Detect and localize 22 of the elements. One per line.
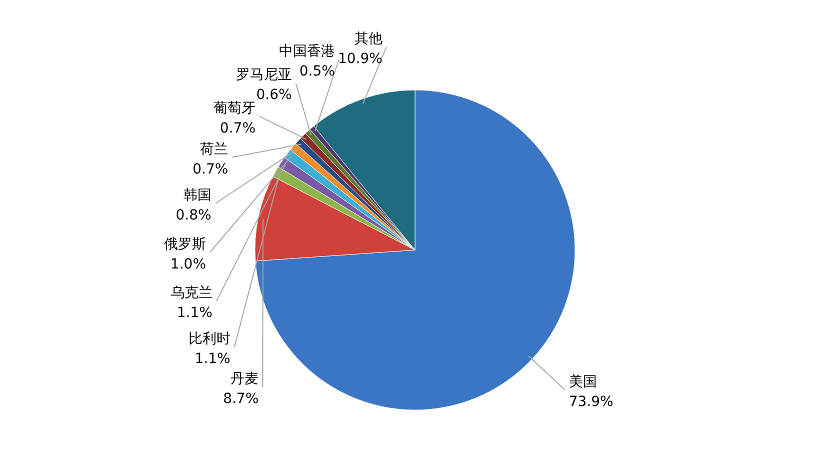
slice-label: 丹麦 bbox=[230, 371, 259, 388]
slice-label: 美国 bbox=[568, 374, 597, 390]
slice-label: 其他 bbox=[354, 30, 382, 47]
slice-label: 罗马尼亚 bbox=[236, 67, 292, 84]
data-label: 1.1% bbox=[176, 305, 212, 322]
slice-label: 葡萄牙 bbox=[214, 100, 256, 116]
data-label: 0.7% bbox=[220, 120, 256, 136]
data-label: 0.7% bbox=[192, 161, 228, 178]
data-label: 0.5% bbox=[299, 64, 335, 80]
data-label: 0.8% bbox=[176, 208, 212, 224]
data-label: 0.6% bbox=[256, 87, 292, 104]
slice-label: 韩国 bbox=[183, 188, 212, 204]
data-label: 1.1% bbox=[194, 350, 230, 367]
data-label: 10.9% bbox=[338, 50, 382, 67]
slice-label: 乌克兰 bbox=[170, 285, 212, 302]
slice-label: 俄罗斯 bbox=[164, 236, 206, 252]
data-label: 73.9% bbox=[568, 394, 614, 410]
data-label: 8.7% bbox=[223, 391, 259, 408]
slice-label: 荷兰 bbox=[200, 141, 228, 158]
data-label: 1.0% bbox=[170, 256, 206, 272]
slice-label: 中国香港 bbox=[278, 44, 335, 60]
slice-label: 比利时 bbox=[188, 330, 230, 347]
